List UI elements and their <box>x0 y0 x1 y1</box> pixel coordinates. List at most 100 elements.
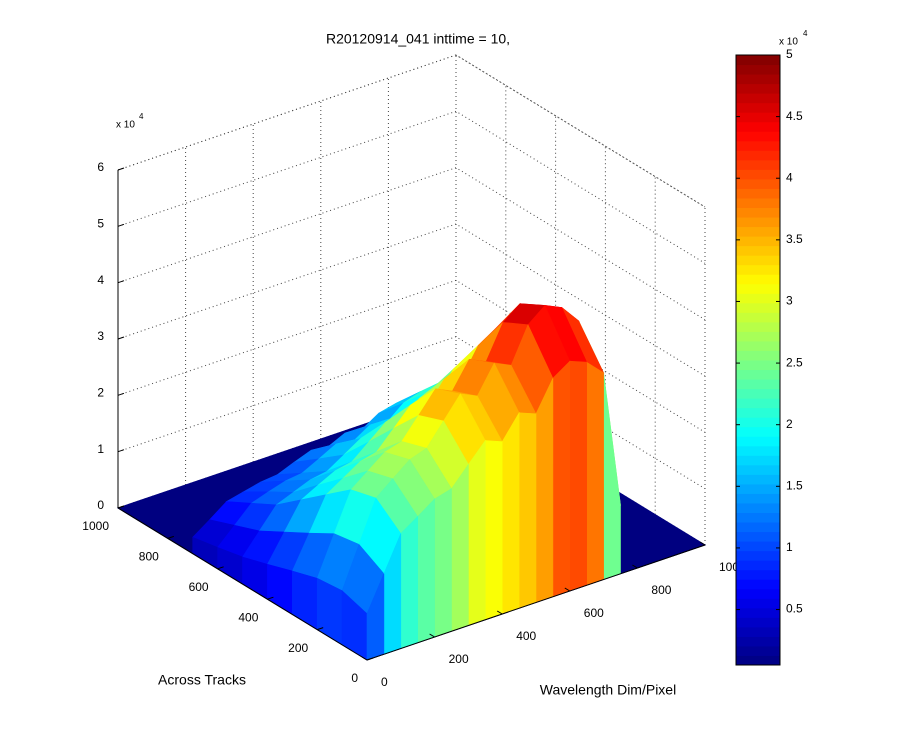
colorbar-cell <box>736 560 780 571</box>
surface-side <box>552 360 571 598</box>
grid-line <box>117 167 706 321</box>
z-tick <box>117 167 125 171</box>
colorbar-cell <box>736 312 780 323</box>
colorbar-cell <box>736 83 780 94</box>
z-tick <box>117 392 125 396</box>
colorbar-tick-label: 3 <box>786 294 793 308</box>
colorbar-cell <box>736 436 780 447</box>
surface-side <box>484 440 503 621</box>
y-tick-label: 200 <box>288 641 308 655</box>
colorbar-cell <box>736 483 780 494</box>
colorbar-cell <box>736 636 780 647</box>
colorbar-tick-label: 4 <box>786 170 793 184</box>
x-tick <box>429 633 435 638</box>
z-tick-label: 6 <box>97 160 104 174</box>
x-axis <box>366 544 706 661</box>
colorbar-cell <box>736 93 780 104</box>
colorbar-cell <box>736 226 780 237</box>
colorbar-cell <box>736 245 780 256</box>
y-tick <box>317 627 324 631</box>
colorbar-cell <box>736 340 780 351</box>
colorbar-cell <box>736 445 780 456</box>
colorbar-tick-label: 2 <box>786 417 793 431</box>
z-multiplier-exponent: 4 <box>139 112 144 121</box>
colorbar-cell <box>736 417 780 428</box>
x-tick <box>699 541 706 546</box>
colorbar-cell <box>736 360 780 371</box>
colorbar-cell <box>736 188 780 199</box>
colorbar-cell <box>736 264 780 275</box>
colorbar-cell <box>736 455 780 466</box>
surface-side <box>417 498 435 644</box>
colorbar-cell <box>736 531 780 542</box>
colorbar-tick-label: 0.5 <box>786 602 803 616</box>
box-edge <box>455 54 706 208</box>
y-tick <box>267 596 274 600</box>
colorbar-multiplier: x 10 <box>779 37 798 48</box>
colorbar-cell <box>736 102 780 113</box>
colorbar-cell <box>736 426 780 437</box>
y-axis <box>117 507 368 661</box>
x-tick-label: 400 <box>516 629 536 643</box>
x-tick-label: 200 <box>449 652 469 666</box>
colorbar-cell <box>736 331 780 342</box>
colorbar-cell <box>736 64 780 75</box>
colorbar-cell <box>736 617 780 628</box>
box-edge <box>117 54 457 171</box>
colorbar-cell <box>736 407 780 418</box>
surface-side <box>434 488 452 638</box>
colorbar-cell <box>736 464 780 475</box>
colorbar-tick-label: 1.5 <box>786 478 803 492</box>
z-tick-label: 3 <box>97 329 104 343</box>
x-tick-label: 0 <box>381 675 388 689</box>
colorbar-cell <box>736 169 780 180</box>
colorbar-cell <box>736 321 780 332</box>
colorbar-cell <box>736 283 780 294</box>
surface-side <box>603 372 621 580</box>
surface-side <box>291 570 318 631</box>
colorbar-cell <box>736 207 780 218</box>
z-tick-label: 0 <box>97 498 104 512</box>
colorbar-cell <box>736 197 780 208</box>
surface-side <box>535 378 554 603</box>
z-tick-label: 1 <box>97 442 104 456</box>
colorbar-cell <box>736 502 780 513</box>
colorbar-tick-label: 3.5 <box>786 232 803 246</box>
colorbar-tick-label: 4.5 <box>786 109 803 123</box>
colorbar-cell <box>736 512 780 523</box>
y-tick <box>167 535 174 539</box>
colorbar-cell <box>736 655 780 666</box>
colorbar-cell <box>736 379 780 390</box>
colorbar-cell <box>736 474 780 485</box>
z-multiplier: x 10 <box>116 120 135 131</box>
colorbar-cell <box>736 369 780 380</box>
colorbar-cell <box>736 388 780 399</box>
y-tick <box>366 657 374 661</box>
surface-side <box>518 412 537 609</box>
y-tick-label: 600 <box>189 580 209 594</box>
x-tick <box>496 610 503 615</box>
x-tick-label: 600 <box>584 606 604 620</box>
colorbar-cell <box>736 302 780 313</box>
z-tick-label: 4 <box>97 273 104 287</box>
colorbar-cell <box>736 150 780 161</box>
colorbar-tick-label: 2.5 <box>786 355 803 369</box>
colorbar-cell <box>736 112 780 123</box>
x-axis-label: Wavelength Dim/Pixel <box>540 682 676 698</box>
y-tick <box>117 505 125 509</box>
surface-side <box>569 360 588 592</box>
colorbar-cell <box>736 645 780 656</box>
colorbar-cell <box>736 274 780 285</box>
colorbar-cell <box>736 550 780 561</box>
colorbar-cell <box>736 541 780 552</box>
y-tick-label: 400 <box>238 610 258 624</box>
colorbar-cell <box>736 121 780 132</box>
colorbar-tick-label: 1 <box>786 540 793 554</box>
x-tick <box>632 564 638 569</box>
colorbar-cell <box>736 178 780 189</box>
colorbar-cell <box>736 293 780 304</box>
surface-side <box>501 411 520 615</box>
colorbar-cell <box>736 626 780 637</box>
surface-side <box>586 361 604 586</box>
